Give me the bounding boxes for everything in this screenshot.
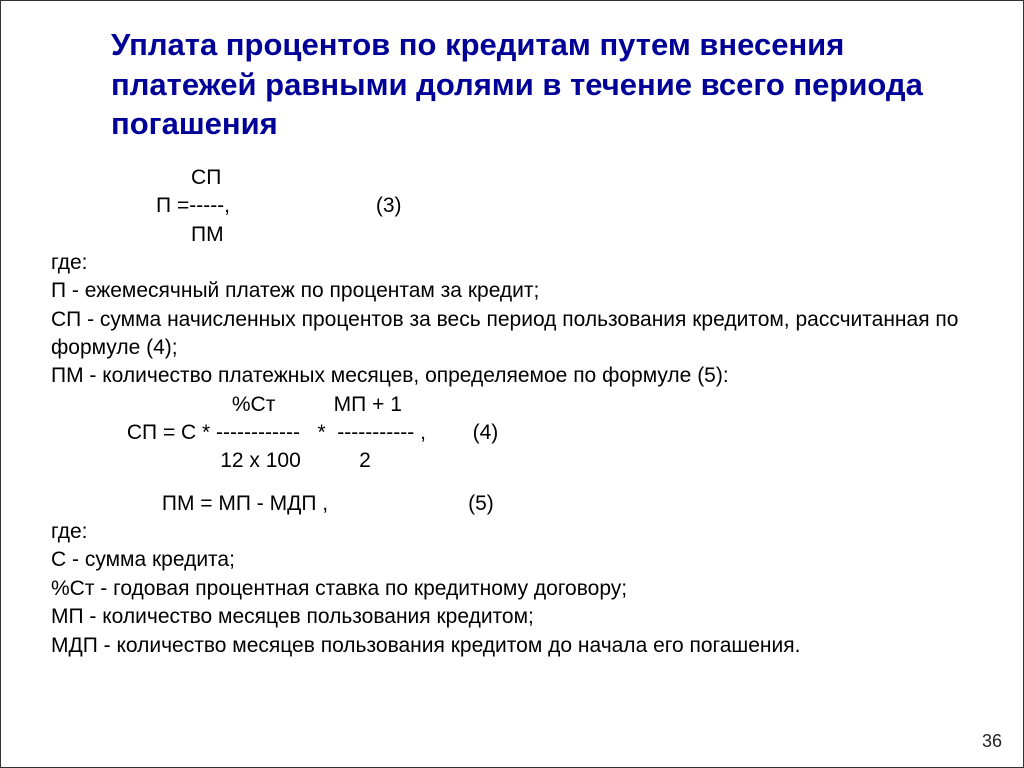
formula-3-line1: СП	[51, 164, 973, 192]
formula-4-line2: СП = С * ------------ * ----------- , (4…	[51, 419, 973, 447]
def-mdp: МДП - количество месяцев пользования кре…	[51, 632, 973, 660]
def-c: С - сумма кредита;	[51, 546, 973, 574]
where-label-1: где:	[51, 249, 973, 277]
def-st: %Ст - годовая процентная ставка по креди…	[51, 575, 973, 603]
def-mp: МП - количество месяцев пользования кред…	[51, 603, 973, 631]
where-label-2: где:	[51, 518, 973, 546]
formula-4-line3: 12 х 100 2	[51, 447, 973, 475]
formula-5: ПМ = МП - МДП , (5)	[51, 490, 973, 518]
formula-3-line3: ПМ	[51, 221, 973, 249]
page-number: 36	[982, 731, 1002, 752]
slide-body: СП П =-----, (3) ПМ где: П - ежемесячный…	[51, 164, 973, 660]
def-p: П - ежемесячный платеж по процентам за к…	[51, 277, 973, 305]
def-pm: ПМ - количество платежных месяцев, опред…	[51, 362, 973, 390]
formula-4-line1: %Ст МП + 1	[51, 391, 973, 419]
slide-title: Уплата процентов по кредитам путем внесе…	[111, 25, 973, 144]
formula-3-line2: П =-----, (3)	[51, 192, 973, 220]
slide: Уплата процентов по кредитам путем внесе…	[1, 1, 1023, 660]
def-sp: СП - сумма начисленных процентов за весь…	[51, 306, 973, 363]
